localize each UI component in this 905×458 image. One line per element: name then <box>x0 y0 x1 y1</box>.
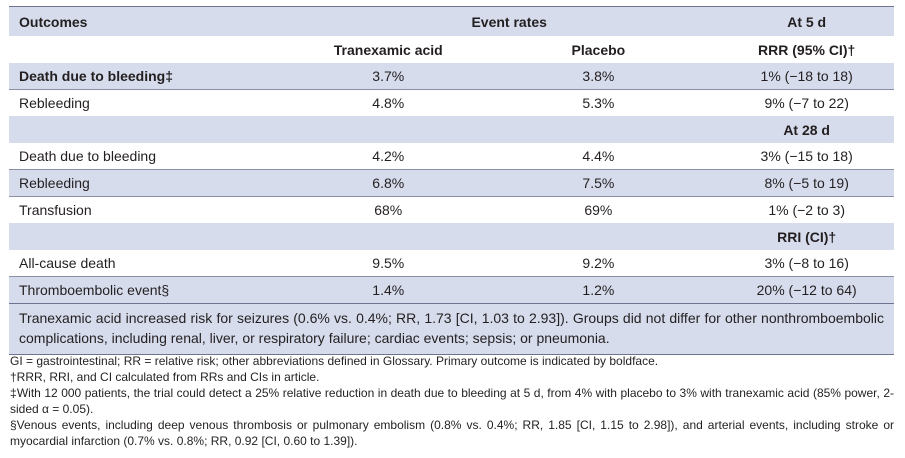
placebo-cell: 1.2% <box>477 276 720 304</box>
blank-cell <box>299 116 478 143</box>
effect-cell: 1% (−2 to 3) <box>768 202 845 218</box>
table-row: Thromboembolic event§ 1.4% 1.2% 20% (−12… <box>9 276 894 304</box>
effect-cell: 20% (−12 to 64) <box>719 276 894 304</box>
table-row: Death due to bleeding 4.2% 4.4% 3% (−15 … <box>9 143 894 170</box>
tranexamic-cell: 4.2% <box>299 143 478 170</box>
footnote-dagger: †RRR, RRI, and CI calculated from RRs an… <box>10 370 320 384</box>
effect-cell: 8% (−5 to 19) <box>719 169 894 197</box>
table-row: All-cause death 9.5% 9.2% 3% (−8 to 16) <box>9 250 894 277</box>
blank-cell <box>477 116 720 143</box>
outcome-cell: Thromboembolic event§ <box>9 276 300 304</box>
at-28d-row: At 28 d <box>9 116 894 143</box>
table-header-row: Outcomes Event rates At 5 d <box>9 6 894 36</box>
tranexamic-cell: 68% <box>374 202 403 218</box>
placebo-cell: 4.4% <box>477 143 720 170</box>
blank-cell <box>299 223 478 250</box>
table-row: Rebleeding 4.8% 5.3% 9% (−7 to 22) <box>9 90 894 117</box>
outcome-cell: Rebleeding <box>19 95 90 111</box>
table-row: Rebleeding 6.8% 7.5% 8% (−5 to 19) <box>9 169 894 197</box>
tranexamic-cell: 1.4% <box>299 276 478 304</box>
table-row: Death due to bleeding‡ 3.7% 3.8% 1% (−18… <box>9 63 894 90</box>
outcome-cell: Death due to bleeding <box>9 143 300 170</box>
tranexamic-cell: 3.7% <box>299 63 478 90</box>
blank-cell <box>9 116 300 143</box>
footnotes: GI = gastrointestinal; RR = relative ris… <box>10 353 894 449</box>
tranexamic-cell: 9.5% <box>299 250 478 277</box>
outcome-cell: Transfusion <box>19 202 92 218</box>
footnote-section: §Venous events, including deep venous th… <box>10 418 894 448</box>
tranexamic-cell: 6.8% <box>299 169 478 197</box>
outcomes-header: Outcomes <box>9 6 300 36</box>
table-subheader-row: Tranexamic acid Placebo RRR (95% CI)† <box>9 36 894 63</box>
outcome-cell: Death due to bleeding‡ <box>9 63 300 90</box>
effect-cell: 3% (−8 to 16) <box>719 250 894 277</box>
effect-cell: 3% (−15 to 18) <box>719 143 894 170</box>
table-note-row: Tranexamic acid increased risk for seizu… <box>9 303 894 355</box>
tranexamic-cell: 4.8% <box>372 95 405 111</box>
rri-header-row: RRI (CI)† <box>9 223 894 250</box>
outcome-cell: All-cause death <box>9 250 300 277</box>
effect-cell: 1% (−18 to 18) <box>719 63 894 90</box>
event-rates-header: Event rates <box>299 6 720 36</box>
tranexamic-header: Tranexamic acid <box>333 41 443 58</box>
placebo-cell: 69% <box>584 202 613 218</box>
at-28d-header: At 28 d <box>719 116 894 143</box>
rri-header: RRI (CI)† <box>719 223 894 250</box>
placebo-cell: 7.5% <box>477 169 720 197</box>
blank-cell <box>9 223 300 250</box>
results-table: Outcomes Event rates At 5 d Tranexamic a… <box>9 6 894 355</box>
placebo-cell: 5.3% <box>582 95 615 111</box>
at-5d-header: At 5 d <box>719 6 894 36</box>
blank-cell <box>9 36 299 63</box>
placebo-cell: 3.8% <box>477 63 720 90</box>
table-row: Transfusion 68% 69% 1% (−2 to 3) <box>9 197 894 224</box>
rrr-header: RRR (95% CI)† <box>758 41 856 58</box>
blank-cell <box>477 223 720 250</box>
outcome-cell: Rebleeding <box>9 169 300 197</box>
effect-cell: 9% (−7 to 22) <box>764 95 849 111</box>
table-note: Tranexamic acid increased risk for seizu… <box>9 303 894 355</box>
footnote-double-dagger: ‡With 12 000 patients, the trial could d… <box>10 386 894 416</box>
placebo-header: Placebo <box>571 41 626 58</box>
footnote-abbreviations: GI = gastrointestinal; RR = relative ris… <box>10 354 659 368</box>
placebo-cell: 9.2% <box>477 250 720 277</box>
